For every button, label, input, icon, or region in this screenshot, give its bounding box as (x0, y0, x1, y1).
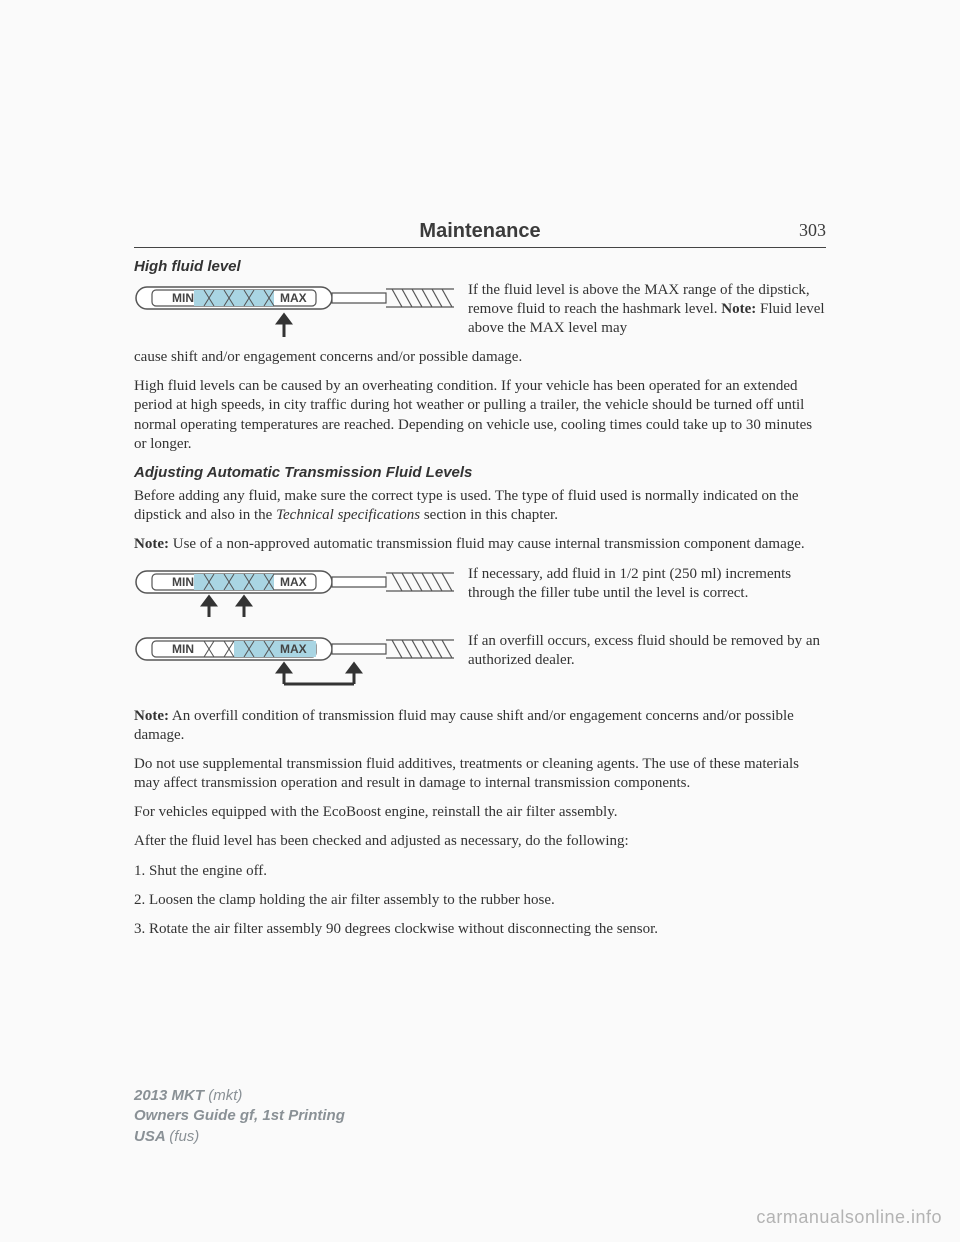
text-additives: Do not use supplemental transmission flu… (134, 755, 826, 793)
text-add-fluid: If necessary, add fluid in 1/2 pint (250… (468, 565, 826, 603)
diagram-row-high: MIN MAX If the fluid level is above the … (134, 281, 826, 346)
watermark: carmanualsonline.info (756, 1207, 942, 1228)
text-overfill: If an overfill occurs, excess fluid shou… (468, 632, 826, 670)
svg-text:MAX: MAX (280, 575, 307, 589)
text-after-check: After the fluid level has been checked a… (134, 832, 826, 851)
dipstick-diagram-overfill: MIN MAX (134, 632, 454, 699)
dipstick-diagram-add: MIN MAX (134, 565, 454, 626)
diagram-row-overfill: MIN MAX If an overfill occurs, excess fl… (134, 632, 826, 699)
heading-adjusting: Adjusting Automatic Transmission Fluid L… (134, 464, 826, 481)
text-ecoboost: For vehicles equipped with the EcoBoost … (134, 803, 826, 822)
heading-high-fluid: High fluid level (134, 258, 826, 275)
text-high-fluid: If the fluid level is above the MAX rang… (468, 281, 826, 339)
page-content: Maintenance 303 High fluid level MIN MAX (134, 220, 826, 949)
step-1: 1. Shut the engine off. (134, 862, 826, 881)
step-2: 2. Loosen the clamp holding the air filt… (134, 891, 826, 910)
chapter-title: Maintenance (204, 220, 756, 243)
text-high-causes: High fluid levels can be caused by an ov… (134, 377, 826, 454)
svg-text:MAX: MAX (280, 291, 307, 305)
page-header: Maintenance 303 (134, 220, 826, 248)
svg-text:MIN: MIN (172, 642, 194, 656)
text-before-adding: Before adding any fluid, make sure the c… (134, 487, 826, 525)
svg-text:MAX: MAX (280, 642, 307, 656)
text-high-continue: cause shift and/or engagement concerns a… (134, 348, 826, 367)
note-overfill: Note: An overfill condition of transmiss… (134, 707, 826, 745)
step-3: 3. Rotate the air filter assembly 90 deg… (134, 920, 826, 939)
dipstick-diagram-high: MIN MAX (134, 281, 454, 346)
svg-text:MIN: MIN (172, 575, 194, 589)
page-number: 303 (756, 220, 826, 243)
svg-text:MIN: MIN (172, 291, 194, 305)
diagram-row-add: MIN MAX If necessary, add fluid in 1/2 p… (134, 565, 826, 626)
note-non-approved: Note: Use of a non-approved automatic tr… (134, 535, 826, 554)
page-footer: 2013 MKT (mkt) Owners Guide gf, 1st Prin… (134, 1086, 345, 1147)
